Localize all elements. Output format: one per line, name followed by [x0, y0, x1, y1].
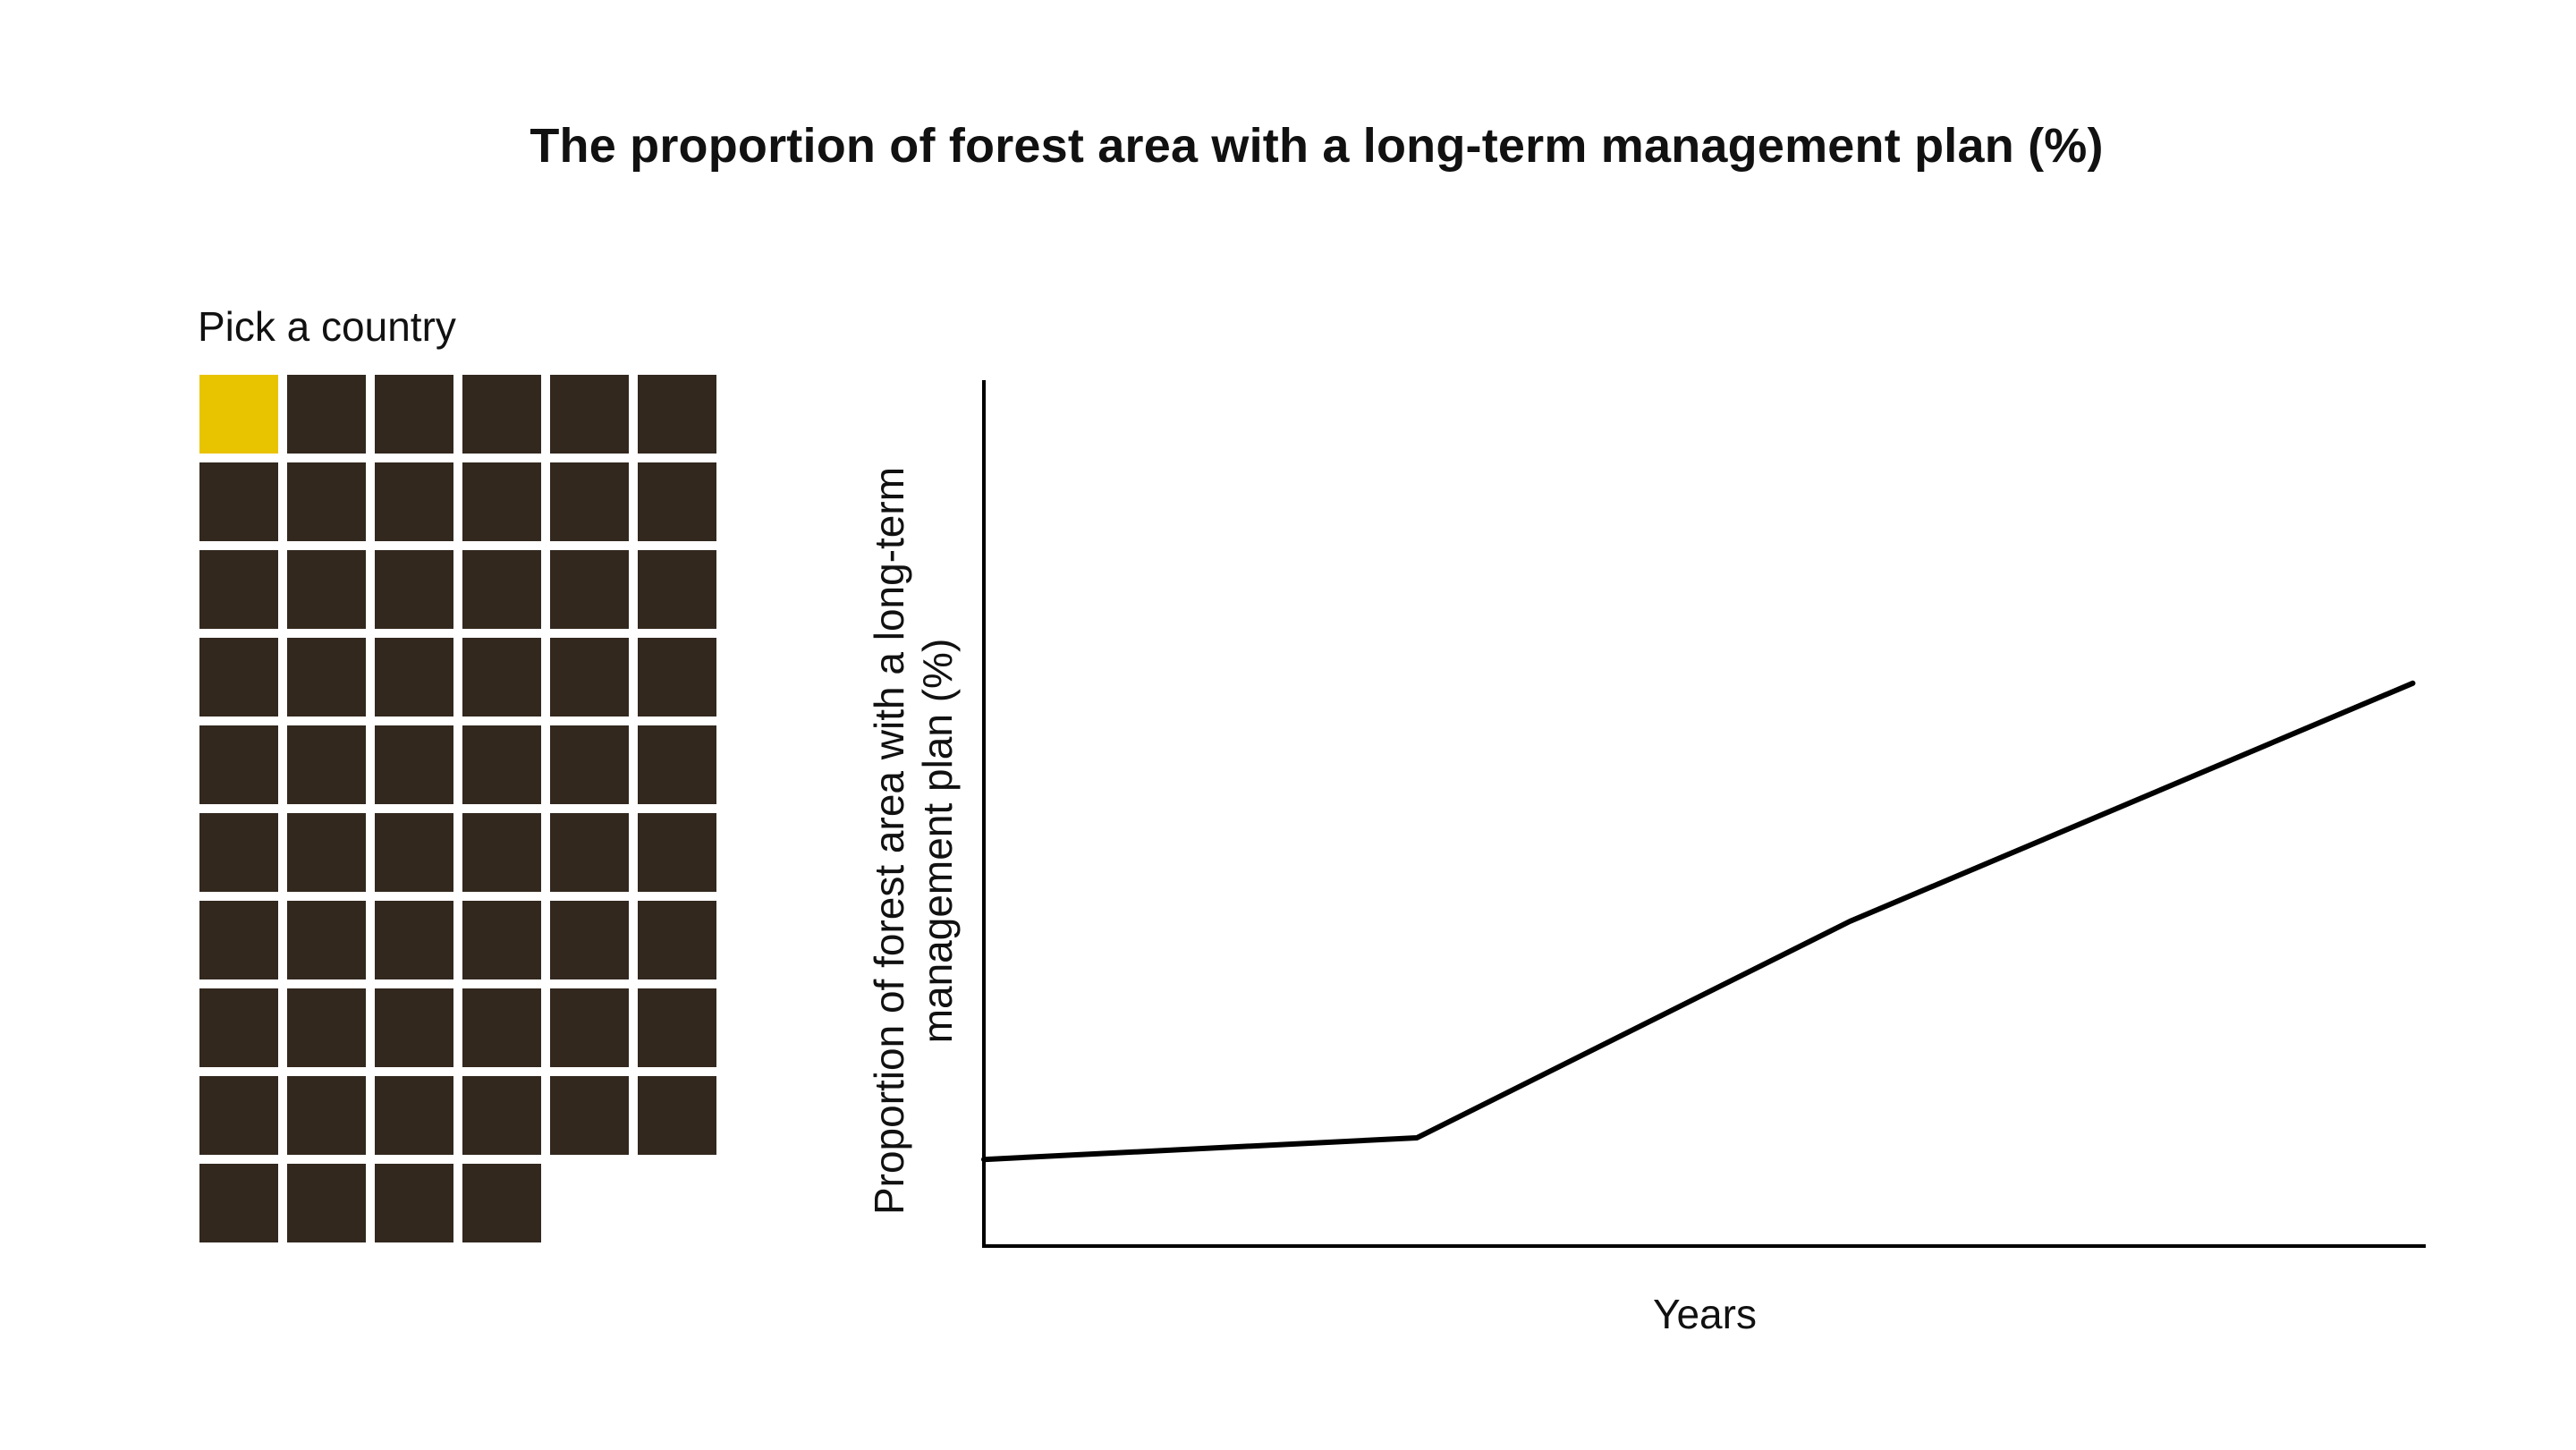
country-cell[interactable]: [462, 725, 541, 804]
country-cell[interactable]: [638, 550, 716, 629]
country-cell[interactable]: [375, 1076, 453, 1155]
country-cell[interactable]: [287, 550, 366, 629]
country-cell[interactable]: [638, 901, 716, 979]
country-cell[interactable]: [638, 725, 716, 804]
country-picker-grid: [199, 375, 718, 1242]
country-cell[interactable]: [199, 813, 278, 892]
country-cell[interactable]: [550, 813, 629, 892]
country-cell[interactable]: [287, 988, 366, 1067]
series-line: [981, 680, 2416, 1163]
country-cell[interactable]: [550, 638, 629, 717]
country-cell[interactable]: [287, 1164, 366, 1242]
country-cell[interactable]: [199, 638, 278, 717]
country-cell[interactable]: [375, 550, 453, 629]
y-axis-label-line-1: Proportion of forest area with a long-te…: [866, 467, 912, 1215]
country-cell[interactable]: [550, 550, 629, 629]
country-cell[interactable]: [199, 462, 278, 541]
country-cell[interactable]: [287, 462, 366, 541]
x-axis-label: Years: [1653, 1291, 1757, 1337]
country-cell[interactable]: [375, 988, 453, 1067]
country-cell[interactable]: [462, 1076, 541, 1155]
country-cell[interactable]: [638, 813, 716, 892]
country-cell[interactable]: [550, 725, 629, 804]
country-cell[interactable]: [375, 375, 453, 454]
country-cell[interactable]: [375, 725, 453, 804]
country-cell[interactable]: [638, 638, 716, 717]
country-cell[interactable]: [199, 1164, 278, 1242]
country-cell[interactable]: [199, 550, 278, 629]
country-picker-label: Pick a country: [198, 303, 456, 350]
country-cell[interactable]: [462, 988, 541, 1067]
country-cell-selected[interactable]: [199, 375, 278, 454]
country-cell[interactable]: [550, 1076, 629, 1155]
country-cell[interactable]: [199, 1076, 278, 1155]
country-cell[interactable]: [550, 988, 629, 1067]
country-cell[interactable]: [287, 638, 366, 717]
country-cell[interactable]: [287, 375, 366, 454]
country-cell[interactable]: [638, 1076, 716, 1155]
country-cell[interactable]: [375, 638, 453, 717]
country-cell[interactable]: [550, 901, 629, 979]
country-cell[interactable]: [199, 901, 278, 979]
country-cell[interactable]: [462, 813, 541, 892]
country-cell[interactable]: [462, 638, 541, 717]
country-cell[interactable]: [462, 375, 541, 454]
country-cell[interactable]: [462, 462, 541, 541]
country-cell[interactable]: [375, 1164, 453, 1242]
country-cell[interactable]: [638, 462, 716, 541]
country-cell[interactable]: [287, 813, 366, 892]
chart-title: The proportion of forest area with a lon…: [530, 119, 2104, 173]
country-cell[interactable]: [287, 725, 366, 804]
country-cell[interactable]: [287, 901, 366, 979]
y-axis-label-line-2: management plan (%): [914, 639, 961, 1044]
country-cell[interactable]: [375, 462, 453, 541]
country-cell[interactable]: [375, 901, 453, 979]
country-cell[interactable]: [199, 725, 278, 804]
country-cell[interactable]: [638, 988, 716, 1067]
country-cell[interactable]: [462, 550, 541, 629]
country-cell[interactable]: [550, 375, 629, 454]
country-cell[interactable]: [638, 375, 716, 454]
country-cell[interactable]: [462, 1164, 541, 1242]
country-cell[interactable]: [199, 988, 278, 1067]
country-cell[interactable]: [550, 462, 629, 541]
country-cell[interactable]: [287, 1076, 366, 1155]
y-axis-label: Proportion of forest area with a long-te…: [866, 467, 961, 1215]
country-cell[interactable]: [462, 901, 541, 979]
country-cell[interactable]: [375, 813, 453, 892]
